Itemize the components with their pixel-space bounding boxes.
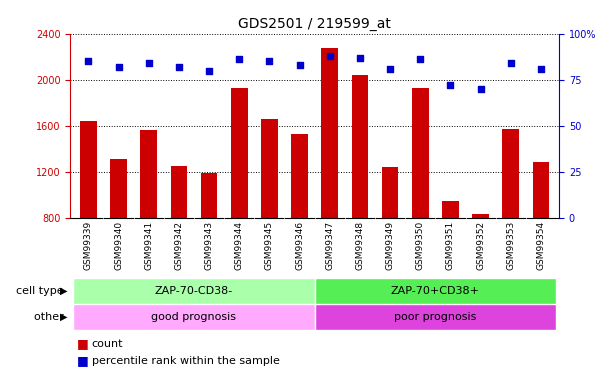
Bar bbox=[472, 214, 489, 309]
Point bbox=[235, 57, 244, 63]
Text: ▶: ▶ bbox=[60, 312, 67, 322]
Text: ZAP-70-CD38-: ZAP-70-CD38- bbox=[155, 286, 233, 296]
Text: ZAP-70+CD38+: ZAP-70+CD38+ bbox=[391, 286, 480, 296]
Text: ■: ■ bbox=[76, 337, 88, 350]
Bar bbox=[533, 162, 549, 309]
Point bbox=[476, 86, 486, 92]
Bar bbox=[231, 88, 247, 309]
Text: GSM99339: GSM99339 bbox=[84, 220, 93, 270]
Bar bbox=[201, 173, 218, 309]
Point bbox=[536, 66, 546, 72]
Point bbox=[445, 82, 455, 88]
Bar bbox=[321, 48, 338, 309]
Point bbox=[84, 58, 93, 64]
Point bbox=[325, 53, 335, 59]
Bar bbox=[141, 130, 157, 309]
Text: GSM99341: GSM99341 bbox=[144, 220, 153, 270]
Text: GSM99352: GSM99352 bbox=[476, 220, 485, 270]
Text: GSM99351: GSM99351 bbox=[446, 220, 455, 270]
Point bbox=[355, 55, 365, 61]
Bar bbox=[315, 278, 556, 304]
Bar bbox=[170, 166, 187, 309]
Bar bbox=[502, 129, 519, 309]
Point bbox=[385, 66, 395, 72]
Title: GDS2501 / 219599_at: GDS2501 / 219599_at bbox=[238, 17, 391, 32]
Text: good prognosis: good prognosis bbox=[152, 312, 236, 322]
Bar bbox=[382, 167, 398, 309]
Text: count: count bbox=[92, 339, 123, 349]
Text: ■: ■ bbox=[76, 354, 88, 367]
Point bbox=[204, 68, 214, 74]
Text: GSM99353: GSM99353 bbox=[507, 220, 515, 270]
Text: GSM99350: GSM99350 bbox=[415, 220, 425, 270]
Text: GSM99354: GSM99354 bbox=[536, 220, 546, 270]
Text: GSM99347: GSM99347 bbox=[325, 220, 334, 270]
Text: cell type: cell type bbox=[16, 286, 67, 296]
Point bbox=[415, 57, 425, 63]
Text: GSM99346: GSM99346 bbox=[295, 220, 304, 270]
Bar bbox=[315, 304, 556, 330]
Text: poor prognosis: poor prognosis bbox=[394, 312, 477, 322]
Text: GSM99345: GSM99345 bbox=[265, 220, 274, 270]
Text: GSM99340: GSM99340 bbox=[114, 220, 123, 270]
Point bbox=[506, 60, 516, 66]
Bar bbox=[73, 278, 315, 304]
Bar bbox=[261, 119, 278, 309]
Point bbox=[174, 64, 184, 70]
Bar bbox=[412, 88, 428, 309]
Text: ▶: ▶ bbox=[60, 286, 67, 296]
Text: percentile rank within the sample: percentile rank within the sample bbox=[92, 356, 279, 366]
Text: GSM99349: GSM99349 bbox=[386, 220, 395, 270]
Text: GSM99348: GSM99348 bbox=[356, 220, 364, 270]
Text: GSM99344: GSM99344 bbox=[235, 220, 244, 270]
Bar bbox=[442, 201, 459, 309]
Bar bbox=[80, 121, 97, 309]
Text: GSM99342: GSM99342 bbox=[174, 220, 183, 270]
Bar bbox=[110, 159, 127, 309]
Bar bbox=[73, 304, 315, 330]
Bar bbox=[351, 75, 368, 309]
Text: GSM99343: GSM99343 bbox=[205, 220, 214, 270]
Bar bbox=[291, 134, 308, 309]
Point bbox=[114, 64, 123, 70]
Text: other: other bbox=[34, 312, 67, 322]
Point bbox=[144, 60, 153, 66]
Point bbox=[265, 58, 274, 64]
Point bbox=[295, 62, 304, 68]
